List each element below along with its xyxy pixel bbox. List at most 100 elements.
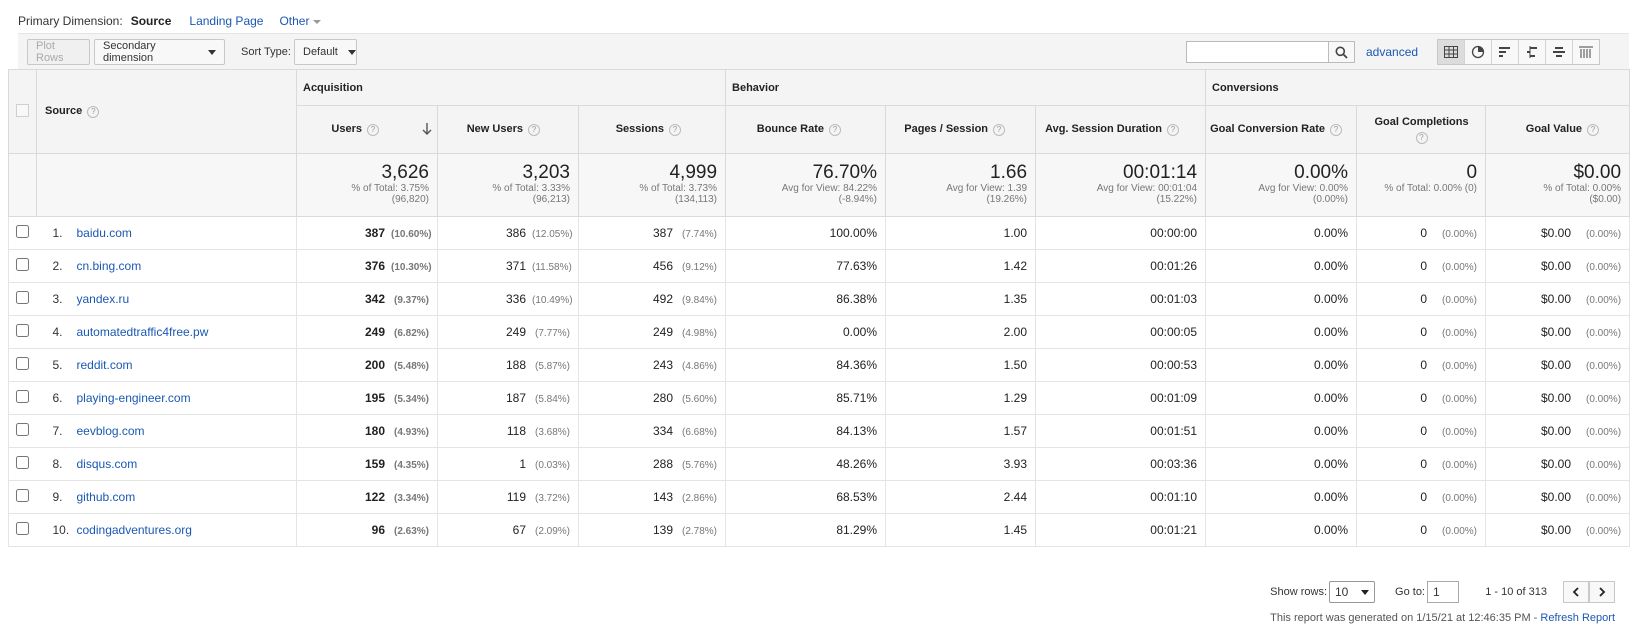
- total-sessions: 4,999% of Total: 3.73% (134,113): [577, 153, 727, 217]
- help-icon[interactable]: ?: [829, 123, 842, 136]
- avg-session-duration-cell: 00:00:53: [1035, 348, 1206, 382]
- table-view-button[interactable]: [1438, 40, 1465, 64]
- row-checkbox[interactable]: [16, 423, 30, 436]
- secondary-dimension-dropdown[interactable]: Secondary dimension: [94, 39, 225, 65]
- goal-completions-cell: 0 (0.00%): [1356, 480, 1486, 514]
- prev-page-button[interactable]: [1563, 581, 1589, 603]
- sort-type-dropdown[interactable]: Default: [294, 39, 357, 65]
- bounce-rate-cell: 81.29%: [725, 513, 886, 547]
- new-users-cell: 187 (5.84%): [437, 381, 579, 415]
- table-row: 6. playing-engineer.com 195 (5.34%) 187 (5.84…: [8, 381, 1631, 415]
- row-checkbox[interactable]: [16, 258, 30, 271]
- refresh-report-link[interactable]: Refresh Report: [1540, 612, 1615, 624]
- source-cell: 10. codingadventures.org: [36, 513, 297, 547]
- pie-view-icon: [1471, 45, 1485, 59]
- avg-session-duration-cell: 00:03:36: [1035, 447, 1206, 481]
- help-icon[interactable]: ?: [87, 105, 100, 118]
- help-icon[interactable]: ?: [1167, 123, 1180, 136]
- sessions-column-header[interactable]: Sessions?: [577, 105, 727, 154]
- pages-session-column-header[interactable]: Pages / Session?: [885, 105, 1037, 154]
- search-button[interactable]: [1329, 41, 1355, 63]
- pages-session-cell: 1.42: [885, 249, 1036, 283]
- table-row: 10. codingadventures.org 96 (2.63%) 67 (2.09%…: [8, 513, 1631, 547]
- avg-session-duration-cell: 00:01:51: [1035, 414, 1206, 448]
- avg-session-duration-column-header[interactable]: Avg. Session Duration?: [1035, 105, 1207, 154]
- row-checkbox-cell: [8, 282, 37, 316]
- row-checkbox[interactable]: [16, 324, 30, 337]
- source-link[interactable]: disqus.com: [76, 457, 138, 471]
- help-icon[interactable]: ?: [367, 123, 379, 136]
- row-checkbox[interactable]: [16, 456, 30, 469]
- term-cloud-button[interactable]: [1546, 40, 1573, 64]
- row-checkbox[interactable]: [16, 225, 30, 238]
- new-users-cell: 386 (12.05%): [437, 216, 579, 250]
- chevron-left-icon: [1572, 587, 1579, 597]
- goal-value-cell: $0.00 (0.00%): [1485, 513, 1631, 547]
- row-checkbox[interactable]: [16, 291, 30, 304]
- advanced-filter-link[interactable]: advanced: [1366, 45, 1419, 59]
- chevron-right-icon: [1599, 587, 1606, 597]
- users-cell: 122 (3.34%): [296, 480, 438, 514]
- primary-dimension-bar: Primary Dimension: Source Landing Page O…: [18, 11, 337, 40]
- row-checkbox-cell: [8, 348, 37, 382]
- pages-session-cell: 1.35: [885, 282, 1036, 316]
- help-icon[interactable]: ?: [1330, 123, 1343, 136]
- users-column-header[interactable]: Users?: [296, 105, 438, 154]
- sessions-cell: 288 (5.76%): [577, 447, 726, 481]
- goal-completions-column-header[interactable]: Goal Completions?: [1356, 105, 1487, 154]
- row-index: 4.: [52, 325, 63, 339]
- source-link[interactable]: playing-engineer.com: [76, 391, 191, 405]
- totals-row: 3,626% of Total: 3.75% (96,820) 3,203% of…: [8, 153, 1631, 217]
- row-checkbox[interactable]: [16, 357, 30, 370]
- row-checkbox[interactable]: [16, 489, 30, 502]
- sort-type-label: Sort Type:: [241, 46, 291, 58]
- help-icon[interactable]: ?: [669, 123, 682, 136]
- goto-page-input[interactable]: 1: [1427, 581, 1459, 603]
- dimension-landing-page[interactable]: Landing Page: [189, 14, 264, 28]
- row-index: 2.: [52, 259, 63, 273]
- table-search-input[interactable]: [1186, 41, 1329, 63]
- goal-value-column-header[interactable]: Goal Value?: [1485, 105, 1631, 154]
- goal-conversion-rate-column-header[interactable]: Goal Conversion Rate?: [1205, 105, 1358, 154]
- source-link[interactable]: github.com: [76, 490, 136, 504]
- total-bounce-rate: 76.70% Avg for View: 84.22% (-8.94%): [725, 153, 887, 217]
- goto-label: Go to:: [1395, 586, 1425, 598]
- new-users-column-header[interactable]: New Users?: [437, 105, 579, 154]
- source-link[interactable]: automatedtraffic4free.pw: [76, 325, 209, 339]
- bounce-rate-column-header[interactable]: Bounce Rate?: [725, 105, 887, 154]
- select-all-checkbox[interactable]: [16, 103, 29, 117]
- goal-value-cell: $0.00 (0.00%): [1485, 480, 1631, 514]
- next-page-button[interactable]: [1589, 581, 1615, 603]
- help-icon[interactable]: ?: [993, 123, 1006, 136]
- row-checkbox[interactable]: [16, 390, 30, 403]
- source-link[interactable]: baidu.com: [76, 226, 132, 240]
- source-link[interactable]: reddit.com: [76, 358, 133, 372]
- performance-view-button[interactable]: [1492, 40, 1519, 64]
- source-link[interactable]: eevblog.com: [76, 424, 145, 438]
- plot-rows-button[interactable]: Plot Rows: [27, 39, 90, 65]
- sessions-cell: 456 (9.12%): [577, 249, 726, 283]
- source-link[interactable]: cn.bing.com: [76, 259, 142, 273]
- bounce-rate-cell: 86.38%: [725, 282, 886, 316]
- comparison-view-button[interactable]: [1519, 40, 1546, 64]
- users-cell: 200 (5.48%): [296, 348, 438, 382]
- row-checkbox[interactable]: [16, 522, 30, 535]
- source-link[interactable]: codingadventures.org: [76, 523, 192, 537]
- pages-session-cell: 3.93: [885, 447, 1036, 481]
- sessions-cell: 139 (2.78%): [577, 513, 726, 547]
- help-icon[interactable]: ?: [1587, 123, 1600, 136]
- show-rows-select[interactable]: 10: [1329, 581, 1375, 603]
- pie-view-button[interactable]: [1465, 40, 1492, 64]
- source-column-header[interactable]: Source?: [36, 69, 297, 154]
- avg-session-duration-cell: 00:01:26: [1035, 249, 1206, 283]
- table-row: 2. cn.bing.com 376 (10.30%) 371 (11.58%) 456 (9…: [8, 249, 1631, 283]
- dimension-other[interactable]: Other: [279, 14, 322, 28]
- goal-conversion-rate-cell: 0.00%: [1205, 282, 1357, 316]
- help-icon[interactable]: ?: [1415, 131, 1428, 144]
- goal-value-cell: $0.00 (0.00%): [1485, 381, 1631, 415]
- help-icon[interactable]: ?: [528, 123, 540, 136]
- pivot-view-button[interactable]: [1573, 40, 1599, 64]
- dimension-source[interactable]: Source: [130, 14, 172, 40]
- avg-session-duration-cell: 00:01:09: [1035, 381, 1206, 415]
- source-link[interactable]: yandex.ru: [76, 292, 130, 306]
